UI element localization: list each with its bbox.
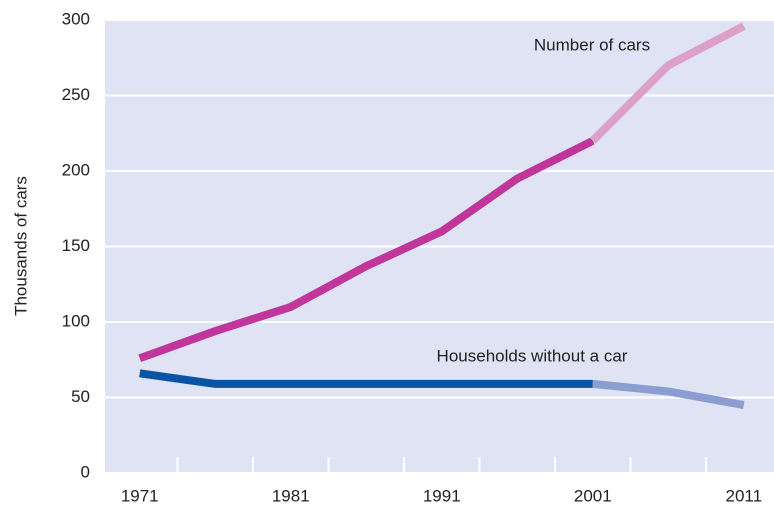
y-tick-label: 250 [62,85,90,104]
y-tick-label: 300 [62,9,90,28]
x-tick-label: 1981 [272,486,310,505]
y-tick-label: 200 [62,160,90,179]
y-tick-label: 150 [62,236,90,255]
projection-line [592,379,745,409]
y-tick-label: 100 [62,311,90,330]
x-tick-label: 2001 [574,486,612,505]
line [138,137,595,363]
y-axis-label: Thousands of cars [11,176,30,316]
projection-line [589,22,746,144]
series-label: Number of cars [534,35,650,54]
x-tick-label: 1991 [423,486,461,505]
series-label: Households without a car [437,346,628,365]
x-tick-label: 1971 [121,486,159,505]
y-tick-label: 50 [71,387,90,406]
line [139,369,593,388]
y-tick-label: 0 [81,462,90,481]
x-tick-label: 2011 [726,486,763,505]
